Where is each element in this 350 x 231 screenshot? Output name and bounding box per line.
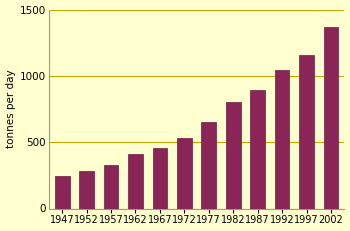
Bar [128, 154, 143, 209]
Bar [55, 176, 70, 209]
Bar [250, 90, 265, 209]
Y-axis label: tonnes per day: tonnes per day [6, 70, 15, 148]
Bar [104, 165, 118, 209]
Bar [202, 122, 216, 209]
Bar [79, 171, 94, 209]
Bar [324, 27, 338, 209]
Bar [226, 102, 240, 209]
Bar [153, 148, 167, 209]
Bar [177, 137, 192, 209]
Bar [275, 70, 289, 209]
Bar [299, 55, 314, 209]
